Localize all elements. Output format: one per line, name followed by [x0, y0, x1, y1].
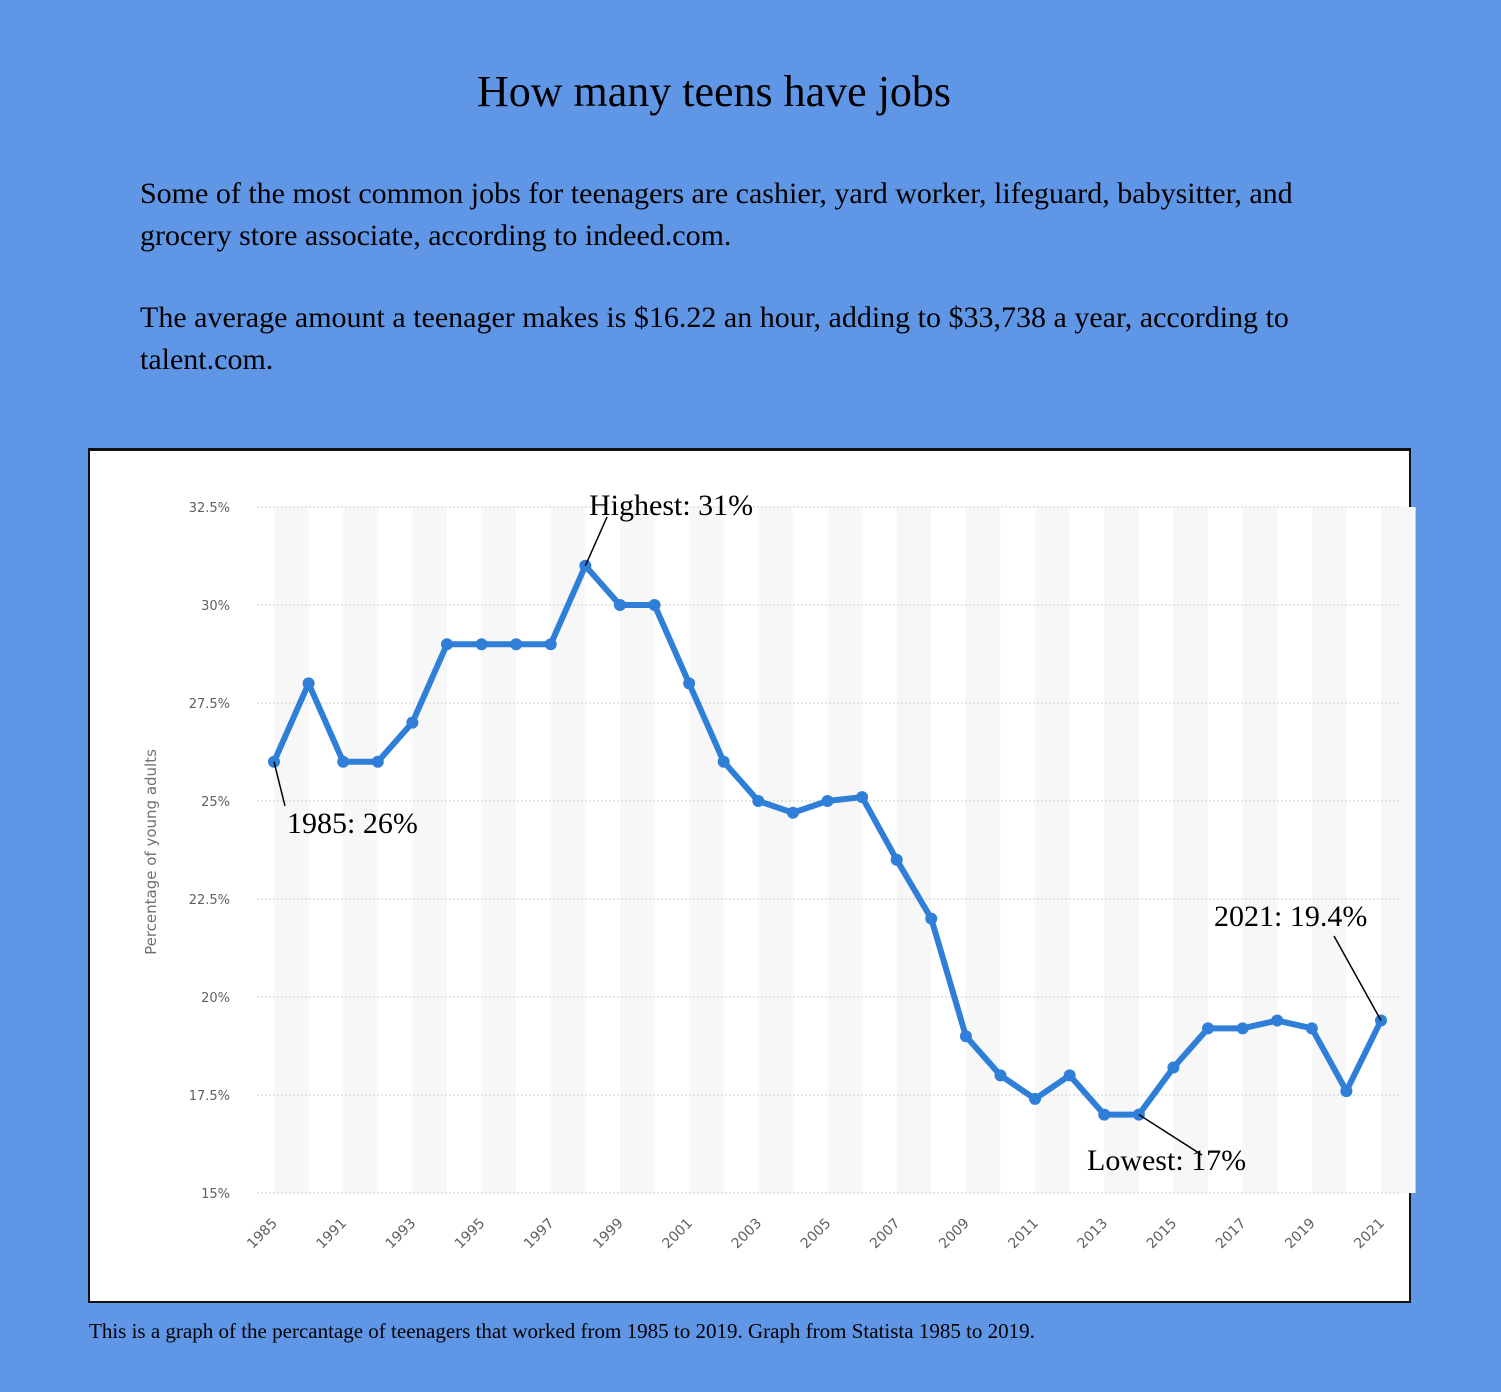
y-tick-label: 32.5%	[189, 501, 230, 516]
data-point-2007[interactable]	[890, 853, 903, 866]
data-point-2005[interactable]	[821, 795, 834, 807]
chart-panel: 15% 17.5% 20% 22.5% 25% 27.5% 30% 32.5% 1985 199…	[88, 448, 1416, 1303]
annotations: Highest: 31% 1985: 26% 2021: 19.4% Lowest: …	[273, 489, 1382, 1177]
data-point-2010[interactable]	[994, 1069, 1007, 1082]
annotation-leader-line	[584, 516, 608, 567]
chart-band	[758, 507, 793, 1193]
annotation-label: 2021: 19.4%	[1214, 900, 1367, 933]
x-tick-label: 2021	[1351, 1216, 1388, 1253]
data-point-2001[interactable]	[683, 677, 696, 690]
annotation-leader-line	[1138, 1113, 1203, 1156]
x-tick-label: 2007	[867, 1216, 904, 1253]
x-tick-label: 1999	[590, 1216, 627, 1253]
intro-paragraph-pay: The average amount a teenager makes is $…	[140, 301, 1289, 376]
chart-band	[550, 507, 586, 1193]
data-point-2017[interactable]	[1236, 1022, 1249, 1035]
x-tick-label: 1995	[452, 1216, 489, 1253]
data-point-2000[interactable]	[648, 599, 661, 611]
chart-gridlines	[257, 506, 1400, 1194]
chart-band	[965, 507, 1001, 1193]
x-tick-label: 2017	[1213, 1216, 1250, 1253]
y-axis-title: Percentage of young adults	[142, 749, 160, 955]
chart-band	[1173, 507, 1209, 1193]
chart-band	[1242, 507, 1278, 1193]
x-axis-ticks: 1985 1991 1993 1995 1997 1999 2001 2003 2005 2007…	[244, 1216, 1388, 1253]
annotation-leader-line	[273, 761, 286, 807]
data-series	[268, 559, 1387, 1121]
x-tick-label: 2005	[798, 1216, 835, 1253]
data-point-2004[interactable]	[786, 806, 799, 819]
annotation-leader-line	[1333, 935, 1382, 1021]
data-point-2012[interactable]	[1063, 1069, 1076, 1082]
chart-band	[274, 507, 309, 1193]
x-tick-label: 2003	[729, 1216, 766, 1253]
x-tick-label: 1985	[244, 1216, 281, 1253]
x-tick-label: 2009	[936, 1216, 973, 1253]
data-point-2002[interactable]	[717, 755, 730, 768]
x-tick-label: 1993	[383, 1216, 420, 1253]
data-point-2015[interactable]	[1167, 1061, 1180, 1074]
annotation-label: Lowest: 17%	[1087, 1144, 1246, 1177]
data-point-1990[interactable]	[302, 677, 315, 690]
data-point-2020[interactable]	[1340, 1085, 1353, 1098]
chart-band	[481, 507, 517, 1193]
x-tick-label: 2019	[1282, 1216, 1319, 1253]
chart-band	[896, 507, 932, 1193]
data-point-2008[interactable]	[925, 912, 938, 925]
data-point-1994[interactable]	[440, 638, 453, 651]
chart-caption: This is a graph of the percantage of tee…	[89, 1319, 1035, 1343]
x-tick-label: 2011	[1005, 1216, 1042, 1253]
data-point-2016[interactable]	[1202, 1022, 1215, 1035]
x-tick-label: 1997	[521, 1216, 558, 1253]
y-tick-label: 30%	[201, 599, 230, 614]
chart-bands	[274, 507, 1416, 1193]
chart-band	[827, 507, 863, 1193]
data-point-2006[interactable]	[856, 791, 869, 804]
y-tick-label: 17.5%	[189, 1089, 230, 1104]
y-axis-ticks: 15% 17.5% 20% 22.5% 25% 27.5% 30% 32.5%	[189, 501, 230, 1202]
y-tick-label: 20%	[201, 991, 230, 1006]
intro-paragraph-jobs: Some of the most common jobs for teenage…	[140, 177, 1293, 252]
x-tick-label: 2015	[1144, 1216, 1181, 1253]
y-tick-label: 27.5%	[189, 697, 230, 712]
data-point-1991[interactable]	[337, 755, 350, 768]
data-point-1995[interactable]	[475, 638, 488, 651]
chart-band	[689, 507, 724, 1193]
data-point-1996[interactable]	[510, 638, 523, 651]
chart-band	[1381, 507, 1416, 1193]
data-point-2009[interactable]	[959, 1030, 972, 1043]
y-tick-label: 22.5%	[189, 893, 230, 908]
x-tick-label: 1991	[314, 1216, 351, 1253]
page-title: How many teens have jobs	[476, 67, 952, 116]
data-point-1997[interactable]	[544, 638, 557, 651]
data-point-2018[interactable]	[1271, 1014, 1284, 1027]
y-tick-label: 25%	[201, 795, 230, 810]
data-point-2013[interactable]	[1098, 1108, 1111, 1121]
data-point-2011[interactable]	[1029, 1092, 1042, 1105]
data-point-2019[interactable]	[1305, 1022, 1318, 1035]
data-point-1999[interactable]	[613, 599, 626, 611]
annotation-label: Highest: 31%	[589, 489, 753, 522]
data-point-1992[interactable]	[371, 755, 384, 768]
annotation-label: 1985: 26%	[287, 807, 418, 840]
chart-band	[343, 507, 378, 1193]
chart-band	[619, 507, 655, 1193]
chart-band	[1104, 507, 1139, 1193]
data-point-1993[interactable]	[406, 716, 419, 729]
chart-band	[412, 507, 447, 1193]
y-tick-label: 15%	[201, 1187, 230, 1202]
x-tick-label: 2013	[1075, 1216, 1112, 1253]
x-tick-label: 2001	[659, 1216, 696, 1253]
data-point-2003[interactable]	[752, 795, 765, 807]
